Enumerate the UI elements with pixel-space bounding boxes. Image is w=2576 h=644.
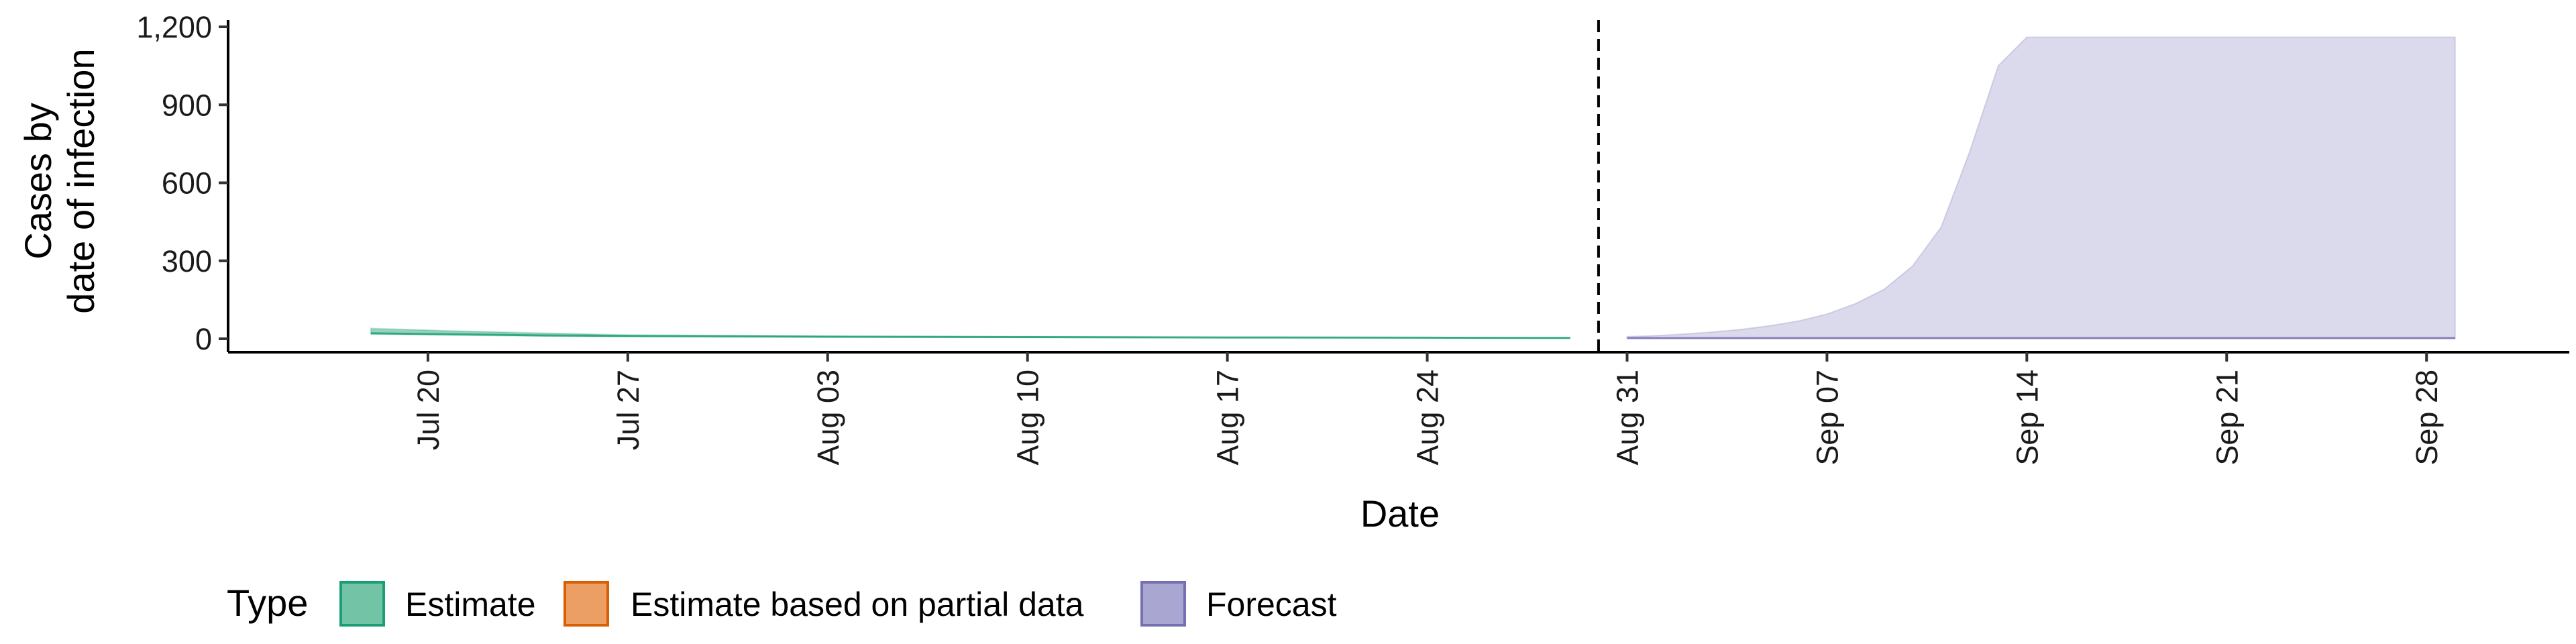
y-axis-title-line-2: date of infection — [60, 48, 102, 313]
x-tick-label: Sep 07 — [1810, 370, 1844, 466]
x-tick-label: Aug 31 — [1610, 370, 1644, 466]
plot-area — [370, 20, 2456, 352]
legend-label-forecast: Forecast — [1206, 586, 1337, 623]
x-tick-label: Aug 24 — [1411, 370, 1445, 466]
y-axis-title-line-1: Cases by — [17, 103, 59, 259]
legend-key-partial — [564, 581, 609, 627]
y-tick-label: 300 — [162, 244, 212, 278]
legend-label-partial: Estimate based on partial data — [631, 586, 1084, 623]
legend-key-estimate — [339, 581, 385, 627]
x-tick-label: Jul 20 — [411, 370, 445, 450]
y-tick-label: 900 — [162, 88, 212, 122]
x-tick-label: Sep 14 — [2010, 370, 2044, 466]
y-tick-label: 1,200 — [136, 10, 212, 44]
x-axis-title: Date — [1360, 492, 1440, 535]
axes: 0 300 600 900 1,200 Jul 20 Jul 27 Aug 03 Aug 10 A… — [136, 10, 2569, 466]
x-tick-label: Sep 21 — [2210, 370, 2244, 466]
y-axis-title: Cases by date of infection — [17, 48, 102, 313]
ribbon-forecast — [1626, 36, 2456, 339]
legend-title: Type — [227, 582, 308, 624]
x-tick-label: Sep 28 — [2410, 370, 2444, 466]
y-tick-label: 0 — [195, 322, 212, 356]
legend-label-estimate: Estimate — [405, 586, 536, 623]
x-tick-label: Jul 27 — [611, 370, 645, 450]
line-estimate — [370, 332, 1570, 339]
x-tick-label: Aug 17 — [1211, 370, 1245, 466]
x-tick-label: Aug 03 — [811, 370, 845, 466]
x-tick-label: Aug 10 — [1011, 370, 1045, 466]
legend: Type Estimate Estimate based on partial … — [227, 581, 1337, 627]
y-tick-label: 600 — [162, 166, 212, 201]
legend-key-forecast — [1140, 581, 1186, 627]
